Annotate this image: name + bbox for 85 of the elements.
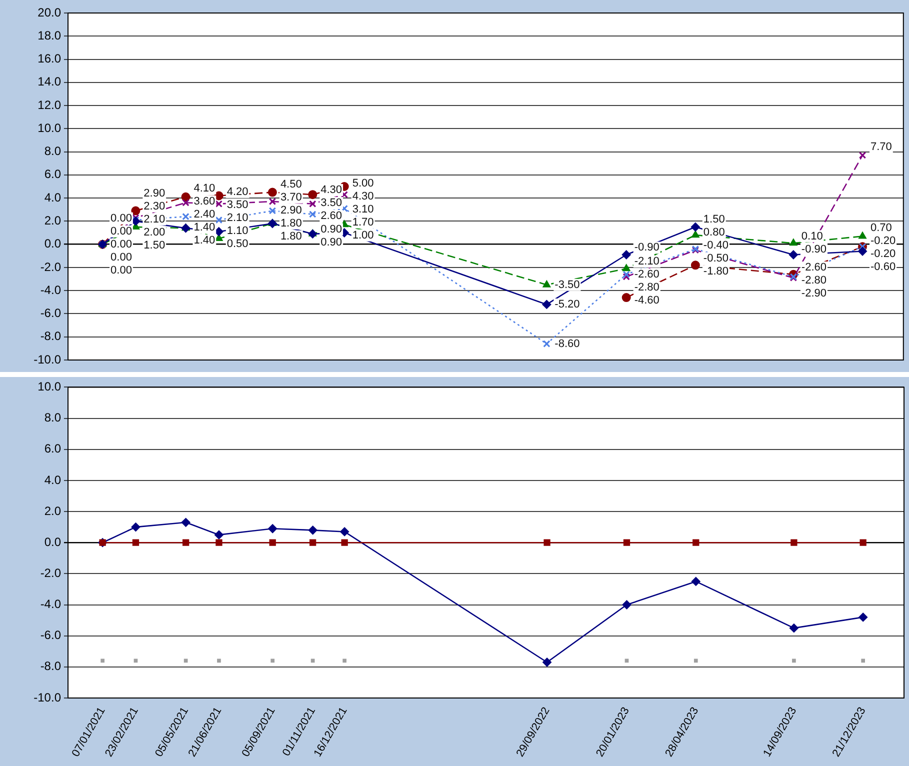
data-label: 3.70	[280, 191, 302, 204]
y-tick-label: 4.0	[44, 190, 62, 204]
data-label: -0.60	[870, 260, 896, 273]
y-tick-label: -4.0	[40, 597, 62, 612]
data-label: 2.30	[144, 200, 166, 212]
data-label: 3.50	[226, 198, 248, 211]
y-tick-label: -2.0	[40, 260, 62, 274]
data-label: 2.40	[194, 208, 216, 221]
data-label: -2.10	[634, 256, 660, 268]
data-label: 2.60	[320, 210, 342, 222]
y-tick-label: 0.0	[44, 534, 62, 549]
data-label: -0.20	[870, 248, 896, 260]
data-label: 2.90	[144, 187, 166, 200]
data-label: 1.40	[194, 222, 216, 234]
y-tick-label: -6.0	[40, 306, 62, 320]
data-label: 0.90	[320, 223, 342, 236]
data-label: 4.20	[226, 186, 248, 198]
data-label: -2.90	[801, 288, 826, 300]
y-tick-label: 6.0	[44, 442, 62, 456]
data-label: -0.40	[703, 239, 729, 252]
y-tick-label: 2.0	[44, 504, 62, 518]
data-label: -2.60	[634, 268, 660, 281]
data-label: 4.30	[352, 190, 374, 202]
data-label: 2.10	[226, 212, 248, 224]
data-label: 0.70	[870, 222, 892, 234]
y-tick-label: -6.0	[40, 628, 62, 642]
data-label: 1.80	[280, 230, 302, 242]
y-tick-label: -2.0	[40, 566, 62, 580]
data-label: -2.80	[634, 282, 660, 294]
y-tick-label: -10.0	[34, 690, 62, 704]
data-label: 1.50	[703, 213, 725, 226]
data-label: 1.70	[352, 216, 374, 228]
y-tick-label: 10.0	[38, 380, 62, 394]
y-tick-label: -10.0	[34, 352, 62, 366]
y-tick-label: 6.0	[44, 167, 62, 182]
data-label: 1.50	[144, 239, 166, 252]
data-label: 0.00	[110, 264, 132, 276]
data-label: 0.80	[703, 226, 725, 238]
data-label: 4.30	[320, 184, 342, 196]
data-label: 0.00	[110, 238, 132, 250]
data-label: 1.10	[226, 224, 248, 237]
y-tick-label: 16.0	[38, 52, 62, 66]
y-tick-label: 18.0	[38, 28, 62, 42]
data-label: 4.10	[194, 182, 216, 195]
y-tick-label: -8.0	[40, 329, 62, 344]
y-tick-label: 12.0	[38, 98, 62, 112]
y-tick-label: 8.0	[44, 144, 62, 158]
data-label: 1.80	[280, 217, 302, 230]
data-label: -4.60	[634, 294, 660, 307]
data-label: 2.00	[144, 226, 166, 238]
data-label: 5.00	[352, 177, 374, 190]
data-label: 0.00	[110, 225, 132, 238]
y-tick-label: 2.0	[44, 214, 62, 228]
data-label: -8.60	[554, 338, 580, 350]
y-tick-label: -8.0	[40, 659, 62, 674]
data-label: -0.20	[870, 234, 896, 247]
data-label: 0.50	[226, 238, 248, 250]
data-label: -0.50	[703, 252, 729, 264]
data-label: 2.10	[144, 213, 166, 226]
y-tick-label: 20.0	[38, 5, 62, 20]
data-label: 0.10	[801, 230, 823, 242]
data-label: 0.90	[320, 236, 342, 248]
data-label: 1.40	[194, 234, 216, 247]
data-label: -2.80	[801, 274, 826, 287]
data-label: -0.90	[801, 243, 826, 256]
data-label: 4.50	[280, 178, 302, 190]
data-label: -1.80	[703, 265, 729, 278]
data-label: 7.70	[870, 140, 892, 153]
data-label: -3.50	[554, 278, 580, 291]
data-label: 3.10	[352, 203, 374, 216]
data-label: 3.60	[194, 196, 216, 208]
y-tick-label: 8.0	[44, 410, 62, 425]
data-label: -5.20	[554, 298, 580, 311]
data-label: 0.00	[110, 251, 132, 264]
y-tick-label: 4.0	[44, 472, 62, 487]
y-tick-label: 14.0	[38, 74, 62, 89]
data-label: 2.90	[280, 204, 302, 216]
y-tick-label: 10.0	[38, 120, 62, 135]
data-label: -0.90	[634, 242, 660, 254]
data-label: 3.50	[320, 197, 342, 210]
y-tick-label: 0.0	[44, 236, 62, 251]
data-label: 0.00	[110, 212, 132, 224]
y-tick-label: -4.0	[40, 282, 62, 297]
data-label: 1.00	[352, 229, 374, 242]
data-label: -2.60	[801, 262, 826, 274]
